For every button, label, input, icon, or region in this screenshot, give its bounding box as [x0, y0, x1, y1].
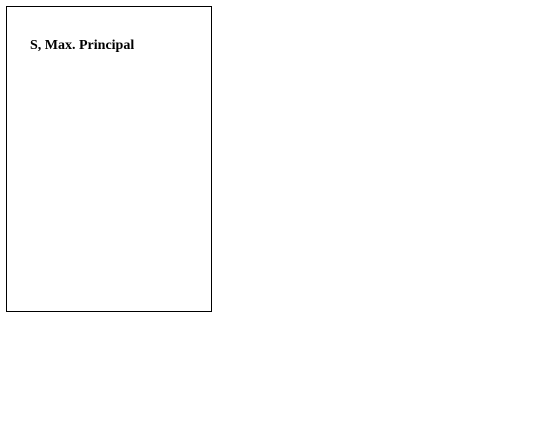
legend-title: S, Max. Principal: [30, 38, 134, 53]
scene: S, Max. Principal: [0, 0, 547, 424]
viewport: S, Max. Principal: [0, 0, 547, 424]
